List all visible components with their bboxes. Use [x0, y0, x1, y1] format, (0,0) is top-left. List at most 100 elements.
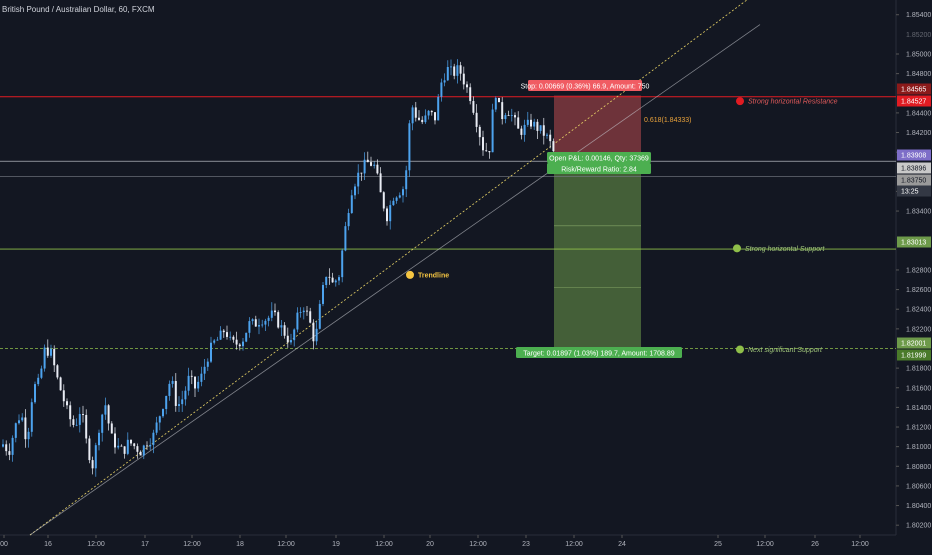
candle-body	[136, 446, 139, 452]
candle-body	[242, 341, 244, 347]
x-tick-label: 12:00	[565, 541, 583, 548]
candle-body	[430, 110, 433, 113]
price-tag-label: 1.83750	[901, 178, 926, 185]
candle-body	[110, 423, 113, 434]
candle-body	[331, 277, 334, 283]
horizontal-lines	[0, 96, 896, 349]
candle-body	[2, 444, 4, 447]
candle-body	[296, 312, 299, 330]
candle-body	[360, 172, 363, 174]
candle-body	[56, 365, 59, 378]
candle-body	[408, 123, 411, 171]
candle-body	[251, 319, 254, 322]
rr-label-bg	[547, 163, 651, 174]
candle-body	[254, 319, 257, 327]
candle-body	[174, 381, 177, 406]
candle-body	[117, 445, 120, 448]
symbol-title: British Pound / Australian Dollar, 60, F…	[2, 5, 155, 14]
candle-body	[293, 329, 296, 341]
candle-body	[440, 82, 443, 97]
candle-body	[318, 303, 321, 329]
candle-body	[312, 322, 315, 342]
price-tag-support	[897, 337, 931, 349]
y-tick-label: 1.81000	[906, 444, 931, 451]
candle-body	[485, 150, 488, 152]
rr-label: Risk/Reward Ratio: 2.84	[561, 167, 637, 174]
candle-body	[478, 126, 481, 138]
candle-body	[475, 112, 478, 127]
candle-body	[194, 376, 196, 389]
candle-body	[501, 102, 504, 120]
price-tag-entry	[897, 149, 931, 161]
candle-body	[53, 348, 56, 366]
candle-body	[213, 340, 216, 343]
candle-body	[85, 414, 88, 439]
y-tick-label: 1.81600	[906, 385, 931, 392]
candle-body	[126, 439, 129, 454]
candle-body	[101, 414, 104, 433]
candle-body	[5, 444, 8, 452]
candle-body	[392, 200, 395, 206]
price-tag-label: 13:25	[901, 189, 919, 196]
candle-body	[427, 110, 430, 116]
candle-body	[104, 405, 107, 415]
candle-body	[530, 119, 532, 127]
candle-body	[379, 173, 382, 193]
candle-body	[328, 276, 331, 278]
candle-body	[133, 443, 136, 447]
x-tick-label: 19	[332, 541, 340, 548]
candle-body	[184, 390, 187, 400]
candle-body	[149, 444, 152, 447]
price-tag-grey	[897, 174, 931, 186]
candle-body	[226, 332, 228, 337]
x-tick-label: 17	[141, 541, 149, 548]
candle-body	[542, 125, 545, 136]
candle-body	[450, 66, 452, 68]
candle-body	[46, 347, 49, 356]
candle-body	[50, 348, 52, 356]
candle-body	[152, 432, 155, 445]
candle-body	[507, 115, 510, 116]
candle-body	[66, 401, 68, 406]
y-tick-label: 1.81200	[906, 425, 931, 432]
target-zone	[554, 161, 641, 348]
y-tick-label: 1.81800	[906, 366, 931, 373]
trendlines	[29, 0, 761, 536]
target-label: Target: 0.01897 (1.03%) 189.7, Amount: 1…	[523, 351, 674, 358]
candle-body	[270, 310, 273, 318]
candle-body	[200, 373, 203, 382]
fib-label: 0.618(1.84333)	[644, 117, 691, 124]
price-tag-label: 1.83013	[901, 240, 926, 247]
annotation-label: Next significant Support	[748, 347, 823, 354]
x-tick-label: 26	[811, 541, 819, 548]
candle-body	[363, 159, 366, 174]
price-tag-current	[897, 162, 931, 174]
pnl-label: Open P&L: 0.00146, Qty: 37369	[549, 156, 649, 163]
candle-body	[261, 324, 264, 326]
candle-body	[536, 121, 539, 131]
candle-body	[238, 344, 241, 347]
candle-body	[539, 125, 542, 131]
candle-body	[229, 336, 232, 338]
annotation-label: Strong horizontal Support	[745, 246, 825, 253]
candle-body	[434, 112, 436, 121]
candle-body	[389, 205, 392, 222]
candle-body	[510, 115, 513, 116]
x-tick-label: 00	[0, 541, 8, 548]
candle-body	[459, 65, 462, 74]
candle-body	[30, 402, 33, 432]
candle-body	[168, 383, 171, 396]
x-tick-label: 20	[426, 541, 434, 548]
candle-body	[267, 317, 270, 321]
price-tag-label: 1.82001	[901, 341, 926, 348]
candle-body	[142, 445, 145, 456]
candle-body	[197, 381, 200, 389]
x-tick-label: 18	[236, 541, 244, 548]
y-tick-label: 1.80400	[906, 503, 931, 510]
candle-body	[69, 405, 72, 420]
candle-body	[424, 115, 427, 123]
candle-body	[11, 437, 14, 455]
trendline	[29, 0, 748, 536]
